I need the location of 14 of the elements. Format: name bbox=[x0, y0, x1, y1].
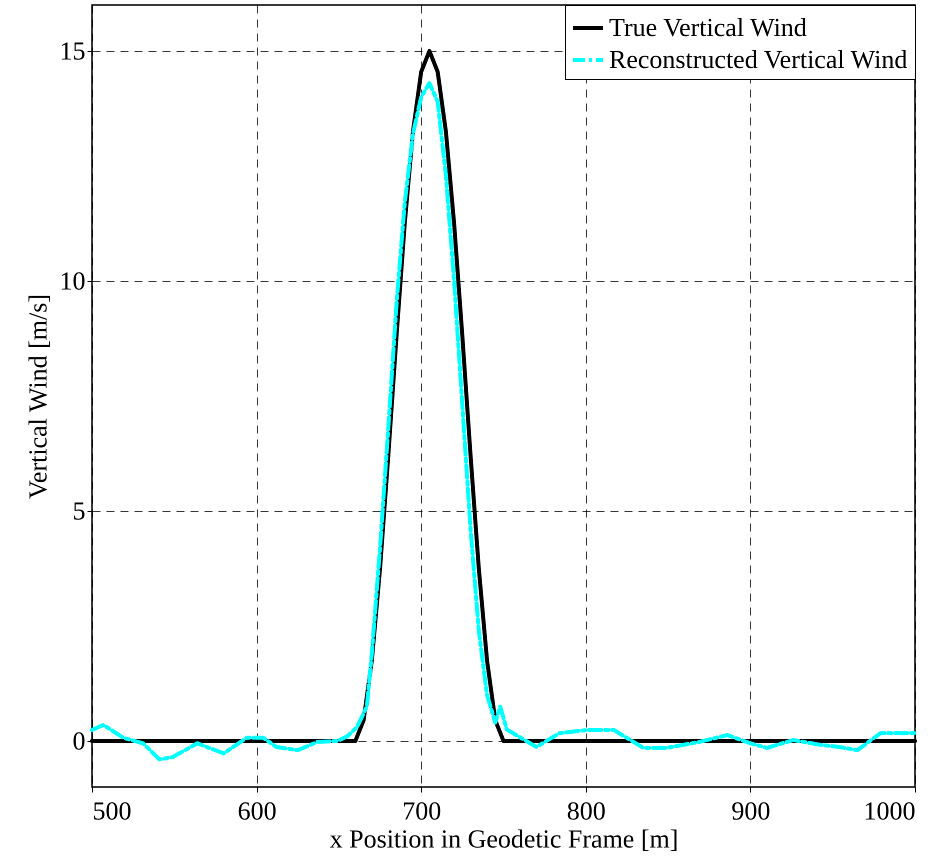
legend-label: True Vertical Wind bbox=[609, 13, 807, 42]
y-tick-label: 10 bbox=[60, 266, 86, 296]
y-tick-label: 0 bbox=[72, 726, 86, 756]
x-tick-label: 800 bbox=[566, 796, 606, 826]
y-tick-label: 5 bbox=[72, 496, 86, 526]
legend-label: Reconstructed Vertical Wind bbox=[609, 45, 908, 74]
y-tick-label: 15 bbox=[60, 36, 86, 66]
x-axis-title: x Position in Geodetic Frame [m] bbox=[330, 824, 678, 854]
x-tick-label: 900 bbox=[731, 796, 770, 826]
x-tick-label: 700 bbox=[402, 796, 442, 826]
x-tick-label: 1000 bbox=[864, 796, 916, 826]
x-tick-label: 600 bbox=[238, 796, 277, 826]
x-tick-label: 500 bbox=[92, 796, 132, 826]
y-axis-title: Vertical Wind [m/s] bbox=[24, 294, 52, 499]
